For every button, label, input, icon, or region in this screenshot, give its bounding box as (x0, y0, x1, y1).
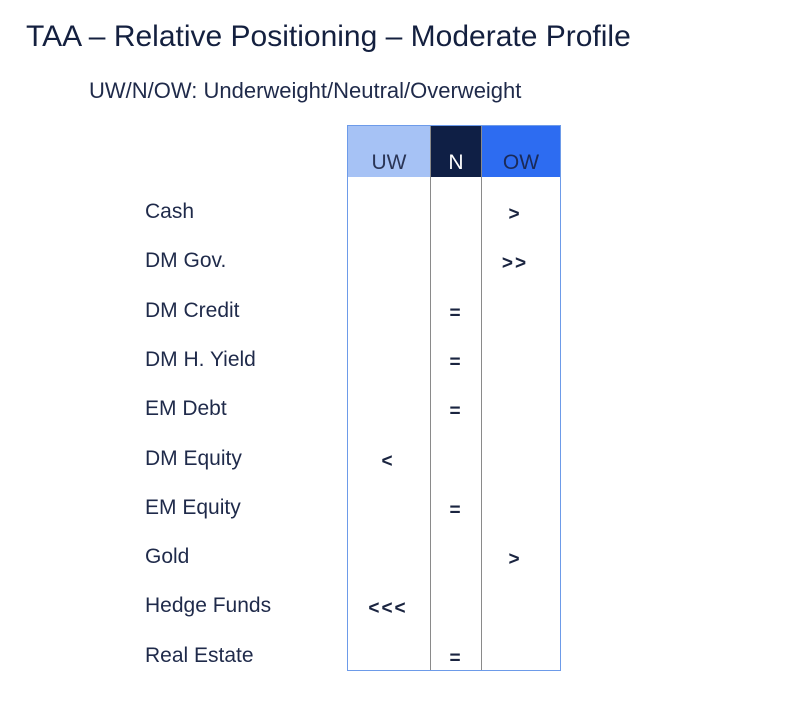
position-mark-n: = (449, 499, 463, 521)
row-label: EM Debt (145, 397, 227, 421)
column-header-n: N (431, 126, 481, 177)
column-header-uw: UW (348, 126, 430, 177)
row-label: EM Equity (145, 495, 241, 519)
row-label: DM Gov. (145, 249, 227, 273)
row-label: DM Credit (145, 298, 240, 322)
position-mark-n: = (449, 647, 463, 669)
position-mark-uw: <<< (368, 598, 408, 620)
position-mark-uw: < (381, 450, 395, 472)
page-subtitle: UW/N/OW: Underweight/Neutral/Overweight (89, 78, 522, 103)
position-mark-n: = (449, 302, 463, 324)
positioning-grid: UW N OW (347, 125, 561, 671)
position-mark-n: = (449, 351, 463, 373)
position-mark-ow: >> (501, 253, 529, 275)
page-title: TAA – Relative Positioning – Moderate Pr… (26, 20, 631, 53)
column-uw: UW (348, 126, 430, 670)
row-label: DM H. Yield (145, 347, 256, 371)
column-n: N (430, 126, 482, 670)
position-mark-ow: > (508, 549, 522, 571)
row-label: Gold (145, 545, 190, 569)
row-label: DM Equity (145, 446, 242, 470)
column-header-ow: OW (482, 126, 560, 177)
row-label: Hedge Funds (145, 594, 272, 618)
row-label: Real Estate (145, 643, 254, 667)
position-mark-n: = (449, 401, 463, 423)
position-mark-ow: > (508, 204, 522, 225)
column-ow: OW (482, 126, 560, 670)
row-label: Cash (145, 200, 195, 223)
